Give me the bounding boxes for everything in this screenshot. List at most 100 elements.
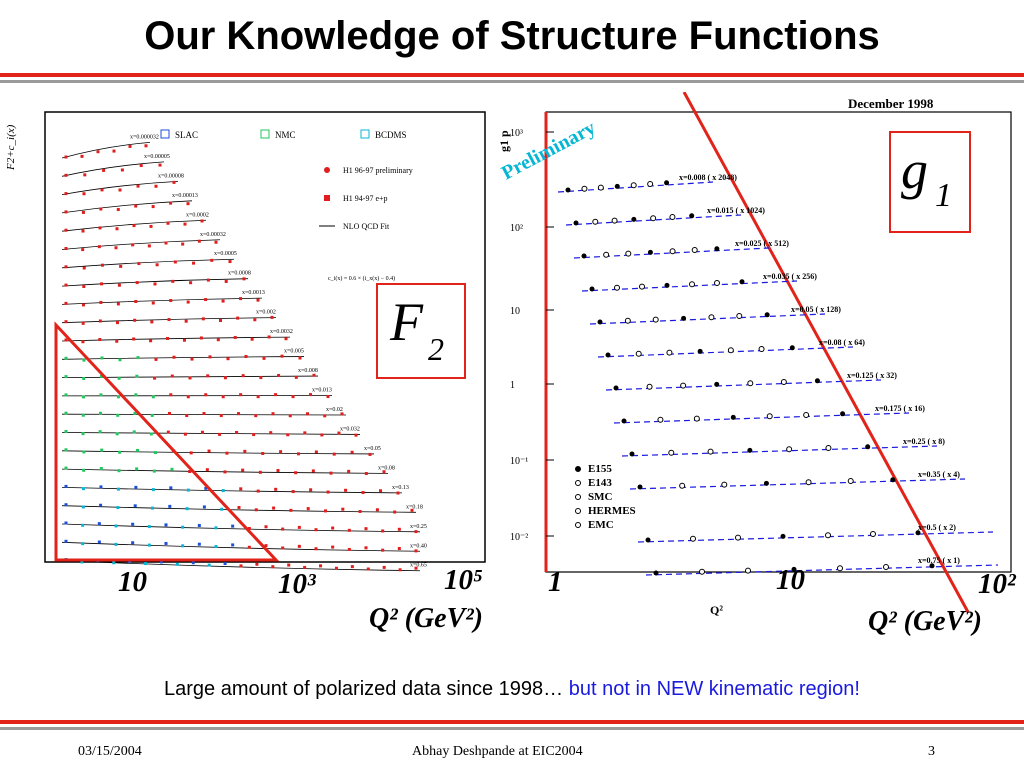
f2-legend-marker (360, 129, 370, 139)
f2-data-point (241, 468, 245, 472)
f2-data-point (64, 375, 68, 379)
f2-data-point (115, 432, 119, 436)
g1-legend-label: EMC (588, 519, 614, 531)
g1-data-point (614, 183, 620, 189)
f2-data-point (120, 168, 124, 172)
g1-data-point (613, 385, 619, 391)
g1-data-point (589, 286, 595, 292)
f2-data-point (225, 451, 229, 455)
f2-data-point (147, 525, 151, 529)
f2-data-point (361, 491, 365, 495)
f2-data-point (223, 562, 227, 565)
f2-label-box: F 2 (376, 283, 466, 379)
g1-y-tick-label: 10³ (510, 128, 523, 139)
f2-data-point (171, 279, 175, 283)
f2-data-point (64, 320, 68, 324)
g1-bin-label: x=0.025 ( x 512) (735, 239, 789, 248)
f2-data-point (189, 281, 193, 285)
f2-data-point (200, 219, 204, 223)
f2-legend-label: NMC (275, 130, 296, 140)
f2-fit-curve (61, 278, 249, 287)
g1-bin-label: x=0.25 ( x 8) (903, 437, 945, 446)
g1-data-point (708, 314, 715, 321)
g1-data-point (739, 279, 745, 285)
g1-bin-label: x=0.35 ( x 4) (918, 470, 960, 479)
f2-data-point (366, 567, 370, 571)
f2-legend-label: BCDMS (375, 130, 407, 140)
f2-data-point (153, 451, 157, 455)
f2-data-point (347, 469, 351, 473)
f2-data-point (116, 395, 120, 399)
f2-data-point (100, 263, 104, 267)
g1-data-point (714, 246, 720, 252)
f2-data-point (82, 266, 86, 270)
g1-data-point (825, 532, 831, 539)
g1-data-point (605, 352, 611, 358)
f2-data-point (393, 510, 397, 514)
f2-ylabel: F2+c_i(x) (5, 124, 17, 171)
f2-data-point (252, 433, 256, 437)
f2-data-point (314, 547, 318, 551)
g1-bin-label: x=0.175 ( x 16) (875, 404, 925, 413)
g1-data-point (611, 217, 618, 224)
f2-data-point (261, 452, 265, 456)
f2-data-point (64, 265, 68, 269)
g1-data-point (603, 251, 610, 258)
f2-data-point (250, 337, 254, 341)
title-divider-gray (0, 80, 1024, 83)
f2-data-point (64, 301, 68, 305)
f2-data-point (397, 547, 401, 551)
f2-tick-10: 10 (118, 566, 147, 598)
f2-data-point (151, 506, 154, 510)
f2-legend-label: H1 94-97 e+p (343, 194, 388, 203)
f2-data-point (262, 356, 266, 360)
f2-data-point (151, 301, 155, 305)
g1-data-point (721, 481, 728, 488)
f2-data-point (239, 564, 243, 568)
g1-legend-marker (575, 494, 581, 500)
g1-data-point (581, 253, 587, 259)
f2-data-point (100, 356, 104, 360)
f2-data-point (314, 528, 318, 532)
f2-data-point (169, 201, 173, 205)
g1-fit-curve (645, 564, 999, 576)
f2-data-point (329, 471, 333, 475)
f2-data-point (99, 467, 103, 471)
f2-data-point (186, 202, 190, 206)
f2-data-point (291, 395, 295, 399)
f2-data-point (207, 449, 211, 453)
f2-bin-label: x=0.032 (340, 426, 360, 432)
f2-data-point (398, 568, 402, 572)
f2-data-point (82, 192, 86, 196)
f2-data-point (118, 450, 122, 454)
f2-data-point (173, 260, 177, 264)
f2-data-point (164, 241, 168, 245)
g1-data-point (624, 317, 631, 324)
f2-data-point (102, 168, 106, 172)
f2-data-point (258, 470, 262, 474)
f2-data-point (200, 430, 204, 434)
f2-tick-1e3: 10³ (278, 568, 316, 600)
f2-data-point (354, 433, 358, 437)
f2-data-point (139, 164, 143, 168)
f2-data-point (191, 561, 195, 565)
f2-data-point (136, 448, 140, 452)
f2-bin-label: x=0.0005 (214, 251, 237, 257)
g1-tick-1e2: 10² (978, 568, 1016, 600)
g1-data-point (652, 316, 659, 323)
f2-data-point (81, 395, 85, 399)
f2-data-point (192, 261, 196, 265)
f2-data-point (181, 544, 185, 548)
f2-data-point (158, 163, 162, 167)
f2-bin-label: x=0.002 (256, 310, 276, 316)
f2-data-point (64, 430, 68, 433)
g1-bin-label: x=0.05 ( x 128) (791, 305, 841, 314)
f2-data-point (134, 393, 138, 397)
f2-fit-curve (61, 180, 179, 195)
g1-data-point (766, 413, 773, 420)
g1-data-point (565, 187, 571, 193)
f2-data-point (197, 542, 201, 546)
f2-data-point (204, 393, 208, 397)
g1-data-point (693, 415, 700, 422)
g1-legend-marker (575, 466, 581, 472)
